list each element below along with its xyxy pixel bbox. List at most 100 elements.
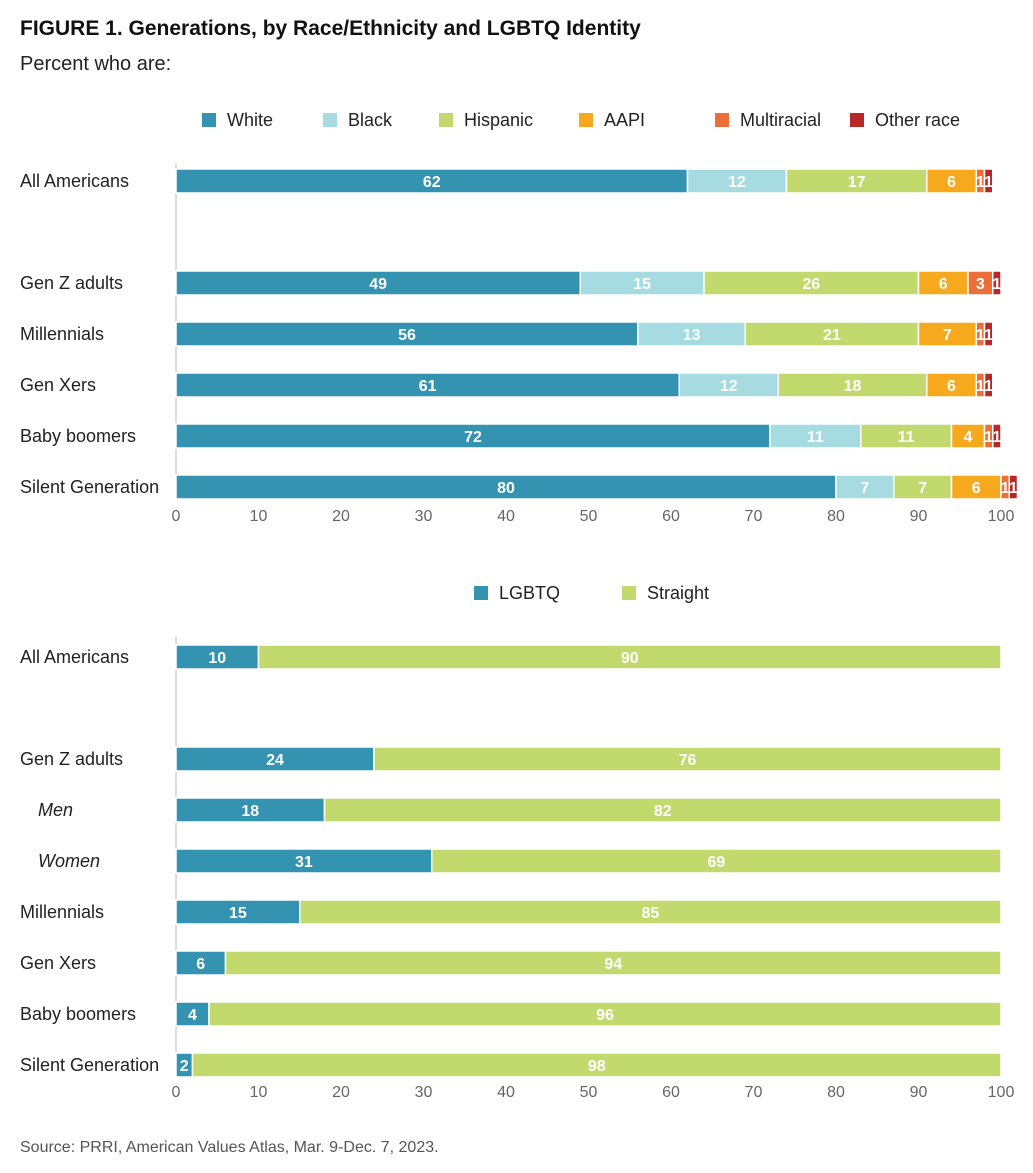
bar-row-men: Men 18 82 [38, 797, 1002, 823]
bar-segment-other-race [992, 423, 1002, 449]
bar-row-millennials: Millennials 15 85 [20, 899, 1002, 925]
bar-segment-straight [299, 899, 1002, 925]
x-tick-label: 0 [172, 508, 181, 525]
legend-label-lgbtq: LGBTQ [499, 583, 560, 603]
data-label-multiracial: 1 [984, 429, 993, 446]
legend-item-other-race: Other race [850, 110, 960, 130]
legend-label-black: Black [348, 110, 393, 130]
data-label-black: 13 [683, 327, 701, 344]
bar-row-millennials: Millennials 56 13 21 7 1 1 [20, 321, 994, 347]
x-tick-label: 60 [662, 1084, 680, 1101]
data-label-straight: 90 [621, 650, 639, 667]
data-label-straight: 96 [596, 1007, 614, 1024]
data-label-lgbtq: 24 [266, 752, 284, 769]
bar-row-all-americans: All Americans 10 90 [20, 644, 1002, 670]
data-label-hispanic: 7 [918, 480, 927, 497]
data-label-black: 12 [720, 378, 738, 395]
bar-segment-black [835, 474, 895, 500]
bar-segment-straight [224, 950, 1002, 976]
bar-row-gen-z-adults: Gen Z adults 49 15 26 6 3 1 [20, 270, 1002, 296]
bar-segment-hispanic [777, 372, 928, 398]
legend-swatch-aapi [579, 113, 593, 127]
bar-row-gen-xers: Gen Xers 61 12 18 6 1 1 [20, 372, 994, 398]
data-label-black: 12 [728, 174, 746, 191]
data-label-black: 7 [860, 480, 869, 497]
legend-label-multiracial: Multiracial [740, 110, 821, 130]
figure-subtitle: Percent who are: [20, 53, 171, 75]
x-tick-label: 40 [497, 508, 515, 525]
bar-segment-black [579, 270, 705, 296]
data-label-aapi: 6 [939, 276, 948, 293]
bar-segment-black [678, 372, 779, 398]
data-label-white: 61 [419, 378, 437, 395]
data-label-white: 49 [369, 276, 387, 293]
data-label-black: 11 [807, 429, 824, 446]
legend-item-white: White [202, 110, 273, 130]
bar-row-gen-xers: Gen Xers 6 94 [20, 950, 1002, 976]
category-label: Women [38, 851, 100, 871]
data-label-other-race: 1 [992, 276, 1001, 293]
bar-segment-hispanic [703, 270, 920, 296]
legend-item-hispanic: Hispanic [439, 110, 533, 130]
data-label-other-race: 1 [1009, 480, 1018, 497]
bar-segment-aapi [917, 321, 977, 347]
legend-item-aapi: AAPI [579, 110, 645, 130]
data-label-other-race: 1 [984, 327, 993, 344]
data-label-lgbtq: 10 [208, 650, 226, 667]
x-tick-label: 90 [910, 508, 928, 525]
data-label-multiracial: 1 [1001, 480, 1010, 497]
legend-swatch-multiracial [715, 113, 729, 127]
category-label: Silent Generation [20, 477, 159, 497]
bar-segment-straight [191, 1052, 1002, 1078]
data-label-multiracial: 1 [976, 327, 985, 344]
data-label-straight: 85 [641, 905, 659, 922]
legend-item-straight: Straight [622, 583, 709, 603]
bar-segment-black [769, 423, 862, 449]
legend-item-multiracial: Multiracial [715, 110, 821, 130]
category-label: Baby boomers [20, 426, 136, 446]
data-label-straight: 69 [707, 854, 725, 871]
data-label-lgbtq: 6 [196, 956, 205, 973]
data-label-lgbtq: 18 [241, 803, 259, 820]
x-tick-label: 50 [580, 1084, 598, 1101]
bar-segment-black [686, 168, 788, 194]
data-label-hispanic: 17 [848, 174, 866, 191]
bar-row-baby-boomers: Baby boomers 72 11 11 4 1 1 [20, 423, 1002, 449]
legend-swatch-white [202, 113, 216, 127]
bar-segment-straight [431, 848, 1002, 874]
category-label: Millennials [20, 902, 104, 922]
legend-label-white: White [227, 110, 273, 130]
bar-segment-black [637, 321, 746, 347]
x-tick-label: 30 [415, 508, 433, 525]
lgbtq-identity-chart: LGBTQ Straight 0 10 20 30 40 50 60 70 80 90 100 All A… [20, 583, 1014, 1101]
data-label-lgbtq: 2 [180, 1058, 189, 1075]
bar-segment-white [175, 423, 771, 449]
legend-swatch-lgbtq [474, 586, 488, 600]
x-tick-label: 20 [332, 508, 350, 525]
legend-label-hispanic: Hispanic [464, 110, 533, 130]
data-label-lgbtq: 31 [295, 854, 313, 871]
legend-swatch-other-race [850, 113, 864, 127]
legend-swatch-black [323, 113, 337, 127]
bar-segment-other-race [1008, 474, 1019, 500]
bar-segment-other-race [992, 270, 1002, 296]
bar-segment-hispanic [893, 474, 953, 500]
x-tick-label: 80 [827, 1084, 845, 1101]
bar-segment-other-race [983, 372, 994, 398]
data-label-lgbtq: 4 [188, 1007, 197, 1024]
x-tick-label: 100 [988, 508, 1015, 525]
x-tick-label: 10 [250, 1084, 268, 1101]
category-label: Gen Xers [20, 375, 96, 395]
data-label-aapi: 6 [972, 480, 981, 497]
data-label-straight: 98 [588, 1058, 606, 1075]
source-note: Source: PRRI, American Values Atlas, Mar… [20, 1139, 439, 1156]
data-label-hispanic: 21 [823, 327, 841, 344]
data-label-black: 15 [633, 276, 651, 293]
x-tick-label: 30 [415, 1084, 433, 1101]
bar-segment-aapi [926, 372, 977, 398]
legend-label-straight: Straight [647, 583, 709, 603]
category-label: Baby boomers [20, 1004, 136, 1024]
bar-segment-aapi [950, 474, 1002, 500]
bar-segment-white [175, 321, 639, 347]
